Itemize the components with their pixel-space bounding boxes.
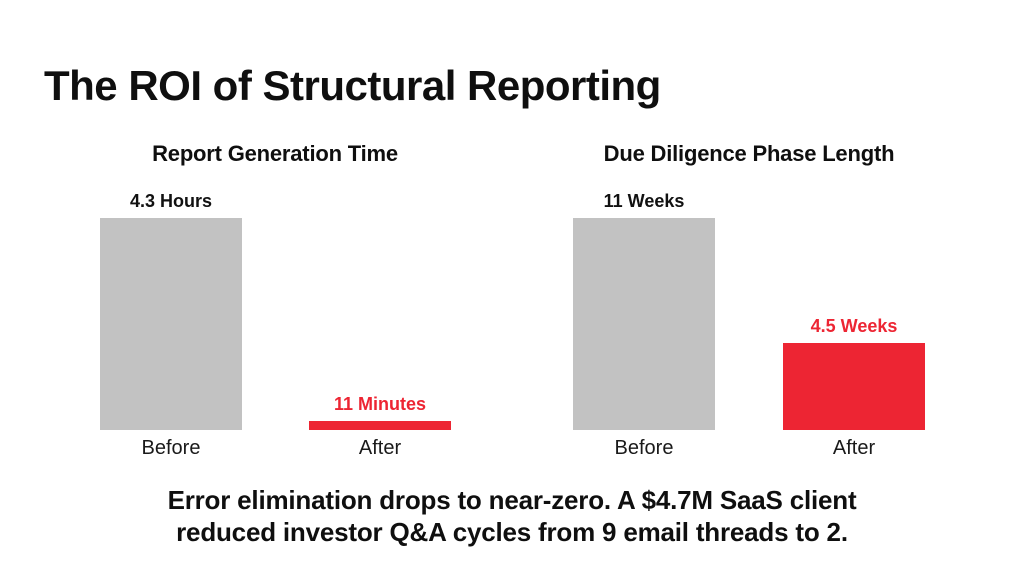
chart2-title: Due Diligence Phase Length [603, 141, 895, 166]
chart1-before-value-label: 4.3 Hours [129, 191, 213, 211]
chart2-after-column: 4.5 Weeks [783, 316, 925, 430]
footer-takeaway: Error elimination drops to near-zero. A … [0, 484, 1024, 548]
chart1-title: Report Generation Time [152, 141, 398, 166]
chart2-after-value-label: 4.5 Weeks [810, 316, 898, 336]
chart1-after-axis-label: After [358, 437, 402, 459]
footer-line-1: Error elimination drops to near-zero. A … [167, 485, 857, 515]
page-title: The ROI of Structural Reporting [44, 62, 661, 110]
chart2-before-axis-label: Before [614, 437, 674, 459]
chart1-after-column: 11 Minutes [309, 394, 451, 430]
chart2-before-value-label: 11 Weeks [603, 191, 685, 211]
chart2-before-bar [573, 218, 715, 430]
chart2-after-axis-label: After [832, 437, 876, 459]
footer-line-2: reduced investor Q&A cycles from 9 email… [176, 517, 848, 547]
chart1-before-bar [100, 218, 242, 430]
chart1-after-value-label: 11 Minutes [333, 394, 427, 414]
chart2-before-column: 11 Weeks [573, 191, 715, 430]
chart1-before-axis-label: Before [141, 437, 201, 459]
chart2-after-bar [783, 343, 925, 430]
chart1-before-column: 4.3 Hours [100, 191, 242, 430]
chart1-after-bar [309, 421, 451, 430]
